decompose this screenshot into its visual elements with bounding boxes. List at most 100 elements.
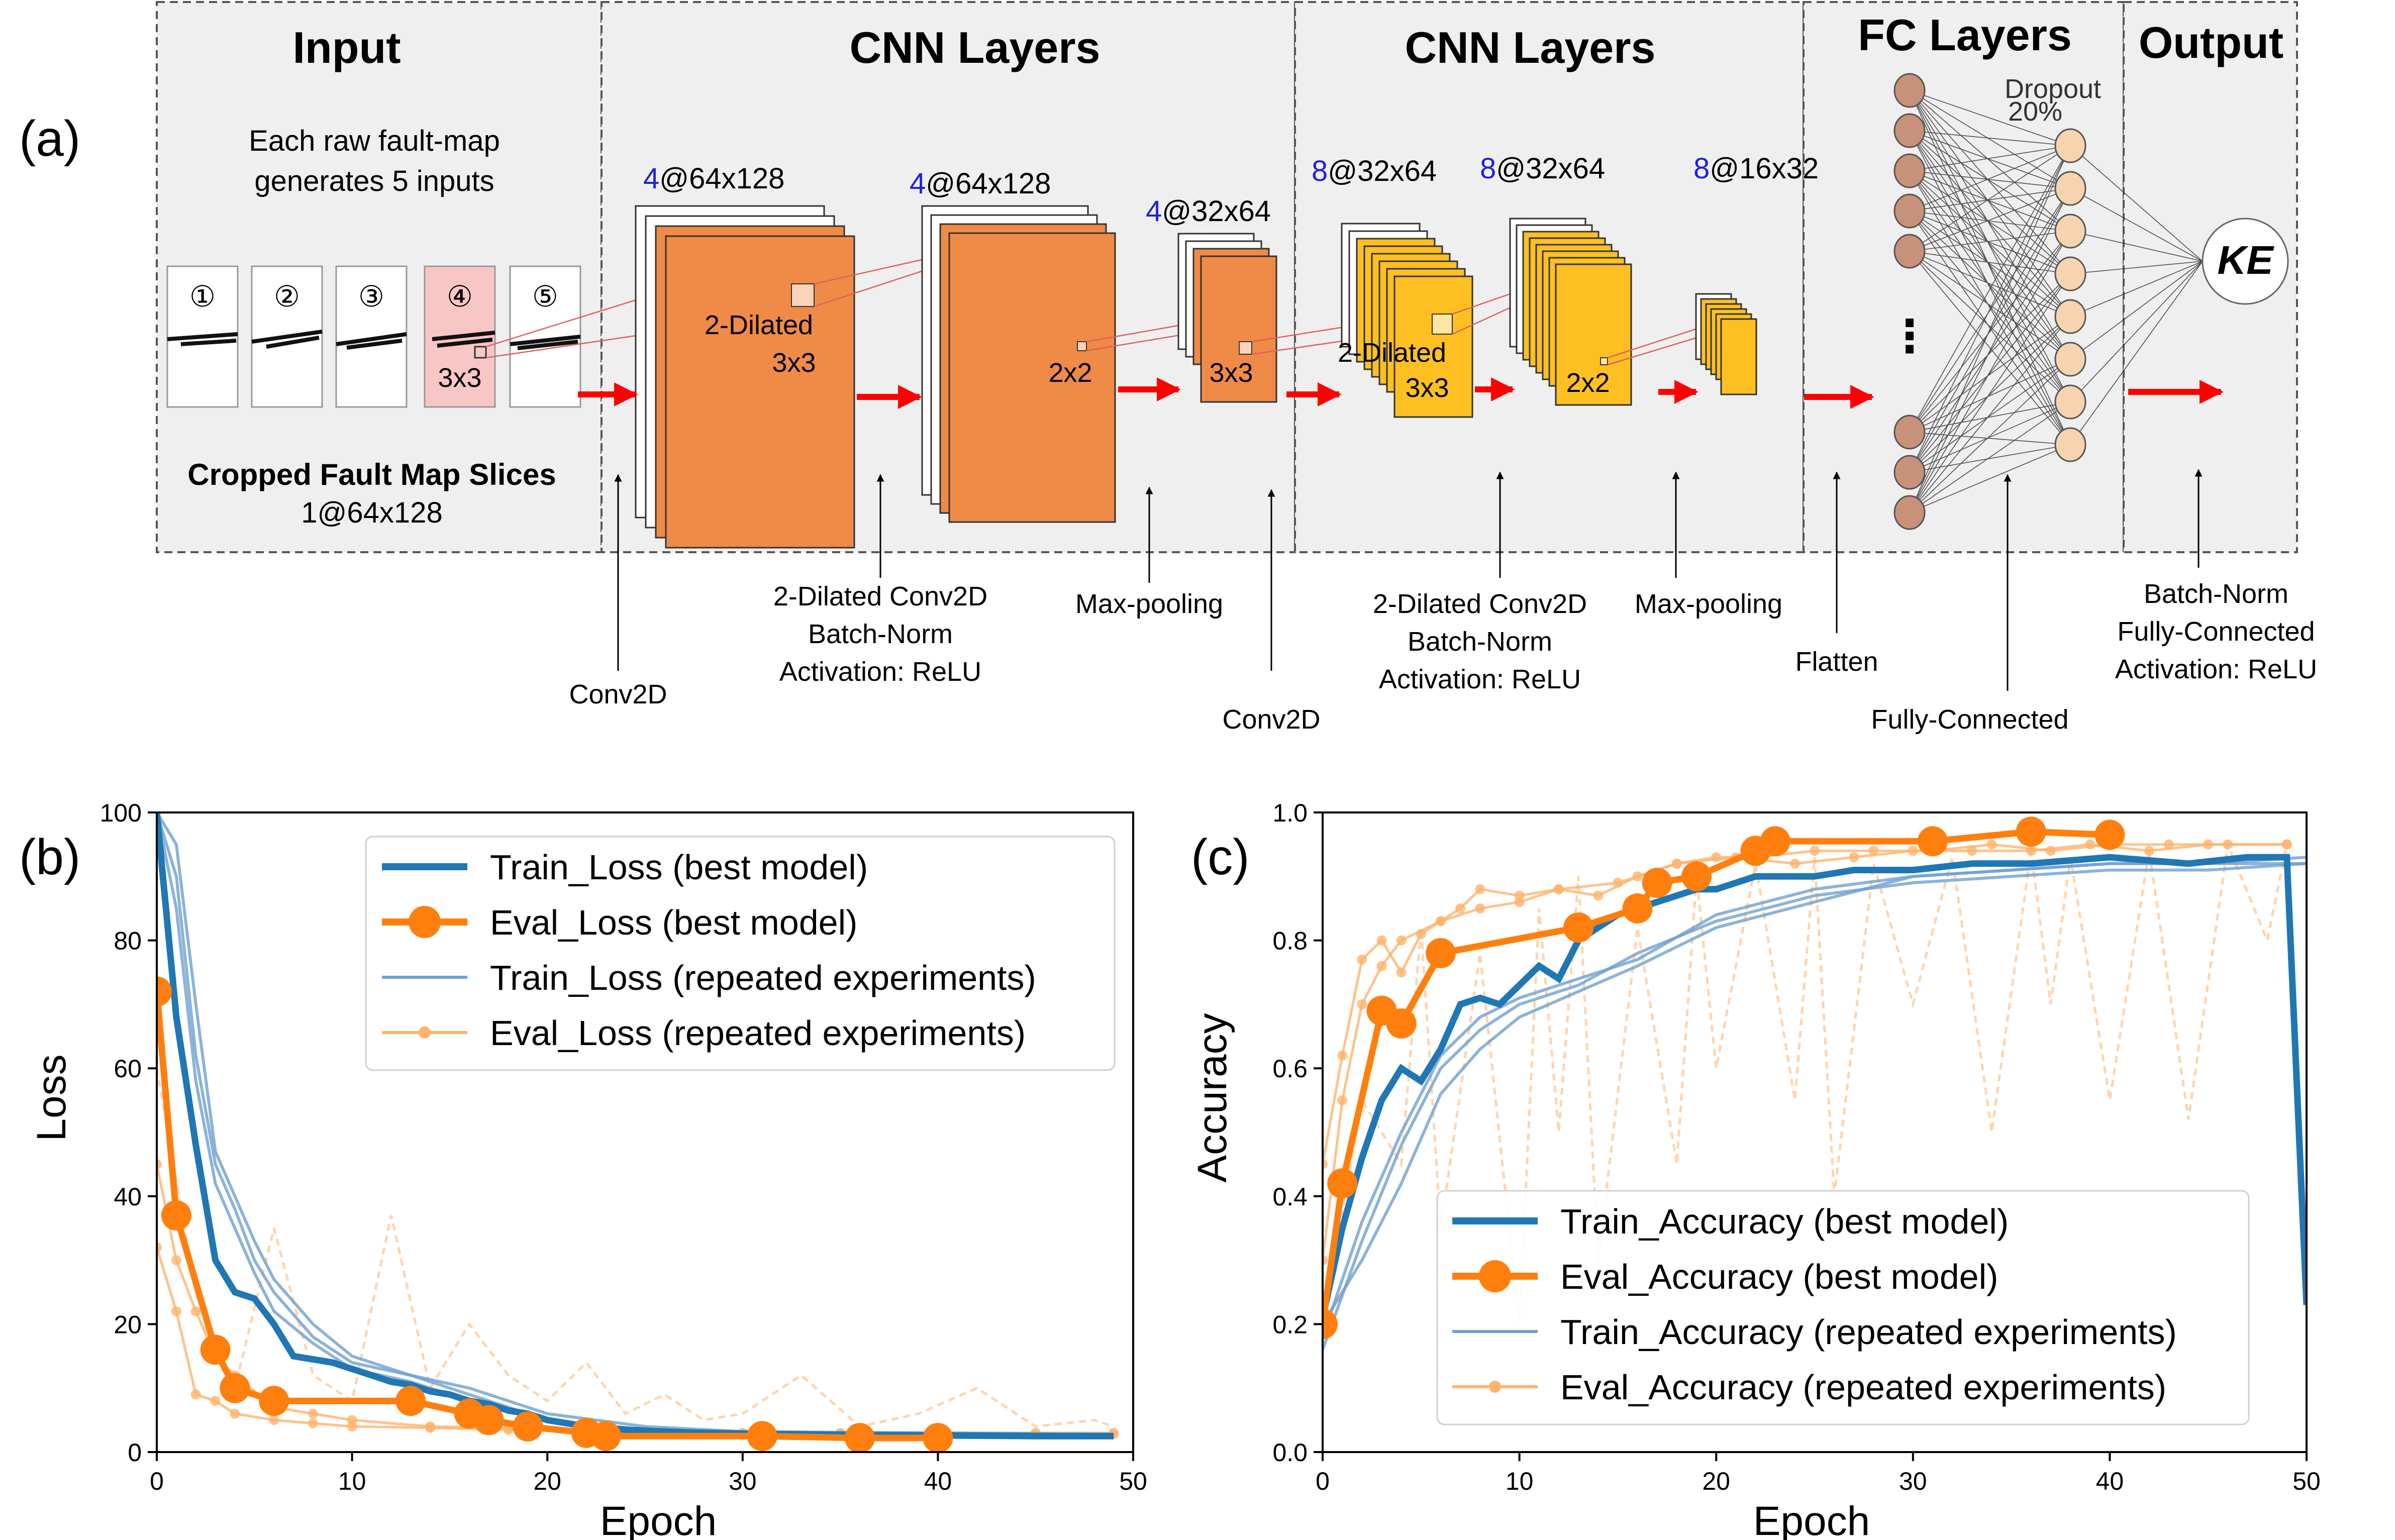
fc-edge-out (2070, 261, 2203, 402)
fc-edge (1909, 145, 2071, 171)
acc-xtick-label: 40 (2096, 1467, 2124, 1495)
fault-streak-3 (336, 332, 407, 350)
fc-edge (1909, 145, 2071, 212)
fc-edge (1909, 432, 2071, 445)
acc-line-repeated (1323, 862, 2307, 1338)
fc-hidden-neuron (2054, 171, 2086, 206)
fc-edge (1909, 211, 2071, 232)
fc-input-neuron (1893, 113, 1926, 148)
loss-xtick-label: 20 (533, 1467, 561, 1495)
loss-line-repeated (157, 812, 1114, 1436)
fc-edge (1909, 130, 2071, 317)
loss-line-repeated (157, 1247, 1114, 1435)
fc-edge (1909, 90, 2071, 402)
acc-point-repeated (2203, 839, 2214, 850)
fc-edge (1909, 273, 2071, 473)
acc-point-repeated (1967, 846, 1977, 856)
annot-dil-conv-2-l2: Batch-Norm (1408, 627, 1552, 657)
fc-hidden-neuron (2054, 342, 2086, 377)
acc-point-repeated (1593, 890, 1604, 901)
fc-edge-out (2070, 188, 2203, 262)
loss-line-repeated (157, 1164, 1114, 1434)
fc-edge-out (2070, 261, 2203, 317)
fc-edge-out (2070, 261, 2203, 445)
loss-ytick-label: 80 (114, 927, 142, 955)
fc-input-neuron (1893, 495, 1926, 530)
acc-point-repeated (1337, 1095, 1348, 1105)
fc-hidden-neuron (2054, 256, 2086, 291)
loss-point-eval-best (161, 1200, 191, 1230)
fc-edge (1909, 170, 2071, 232)
acc-point-repeated (1514, 897, 1525, 907)
loss-point-repeated (230, 1408, 240, 1419)
acc-xtick-label: 10 (1506, 1467, 1534, 1495)
fc-edge (1909, 170, 2071, 402)
fc-edge (1909, 273, 2071, 513)
feature-maps-pool2 (1695, 293, 1757, 395)
fc-edge (1909, 251, 2071, 274)
fc-edge (1909, 211, 2071, 274)
dropout-label-line1: Dropout (2005, 74, 2101, 104)
fault-streak-4 (432, 331, 495, 348)
acc-axes-frame (1322, 811, 2308, 1453)
fault-streak-1 (167, 332, 238, 346)
fc-edge (1909, 170, 2071, 360)
acc-point-eval-best (1917, 826, 1948, 857)
fc-edge (1909, 211, 2071, 317)
loss-point-repeated (347, 1421, 357, 1432)
fc-edge-out (2070, 261, 2203, 360)
annot-maxpool-2: Max-pooling (1635, 589, 1782, 619)
annot-output-l1: Batch-Norm (2144, 579, 2288, 609)
section-title-cnn2: CNN Layers (1405, 23, 1656, 72)
loss-xtick-label: 0 (150, 1467, 164, 1495)
fc-edge (1909, 130, 2071, 189)
loss-xtick-label: 10 (338, 1467, 366, 1495)
panel-label-a: (a) (19, 111, 80, 167)
acc-point-repeated (1376, 961, 1387, 971)
fc-hidden-nodes (2054, 128, 2086, 462)
fc-edge-out (2070, 261, 2203, 274)
slice-kernel-label: 3x3 (438, 363, 481, 393)
fc-edge (1909, 130, 2071, 445)
fc-edge (1909, 401, 2071, 433)
kernel-label-dilated1-a: 2-Dilated (705, 310, 813, 340)
acc-legend-train-repeated: Train_Accuracy (repeated experiments) (1560, 1312, 2177, 1352)
annot-maxpool-1: Max-pooling (1075, 589, 1223, 619)
loss-point-repeated (425, 1422, 436, 1433)
acc-legend-eval-repeated: Eval_Accuracy (repeated experiments) (1560, 1368, 2166, 1407)
annot-dil-conv-2-l1: 2-Dilated Conv2D (1373, 589, 1587, 619)
accuracy-legend: Train_Accuracy (best model) Eval_Accurac… (1436, 1190, 2250, 1425)
acc-point-eval-best (1563, 912, 1594, 943)
accuracy-chart: (c) 0 10 20 30 40 500.00.20.40.60.81.0 Epoch … (1189, 799, 2321, 1540)
acc-point-repeated (2163, 839, 2174, 850)
acc-ytick-label: 0.8 (1272, 927, 1308, 955)
loss-point-eval-best (590, 1421, 621, 1452)
dims-label-1: 4@64x128 (643, 162, 784, 195)
loss-legend-train-repeated: Train_Loss (repeated experiments) (490, 958, 1036, 997)
loss-xtick-label: 30 (729, 1467, 757, 1495)
loss-point-eval-best (923, 1423, 953, 1452)
section-title-cnn1: CNN Layers (850, 23, 1101, 72)
fc-edge (1909, 188, 2071, 473)
dims-label-4: 8@32x64 (1312, 155, 1437, 187)
acc-point-eval-best (1386, 1008, 1417, 1039)
feature-maps-dilated-conv1 (921, 205, 1116, 523)
acc-point-eval-best (1323, 1309, 1338, 1340)
loss-point-eval-best (513, 1411, 543, 1442)
fc-edge (1909, 444, 2071, 473)
dims-label-2: 4@64x128 (910, 167, 1051, 200)
acc-point-repeated (1323, 1255, 1328, 1266)
loss-xtick-label: 40 (924, 1467, 952, 1495)
loss-ytick-label: 100 (100, 799, 142, 827)
loss-axes-frame (156, 811, 1134, 1453)
slice-number-2: ② (274, 280, 300, 313)
fc-edge (1909, 316, 2071, 473)
loss-chart: (b) 0 10 20 30 40 50 0 20 40 60 80 100 Epoch Loss T… (19, 799, 1147, 1540)
fc-edge (1909, 444, 2071, 513)
section-title-fc: FC Layers (1858, 10, 2072, 60)
fc-input-nodes (1893, 73, 1926, 530)
fc-input-neuron (1893, 234, 1926, 269)
slice-kernel-box (474, 346, 487, 359)
acc-ytick-label: 0.2 (1272, 1310, 1308, 1339)
